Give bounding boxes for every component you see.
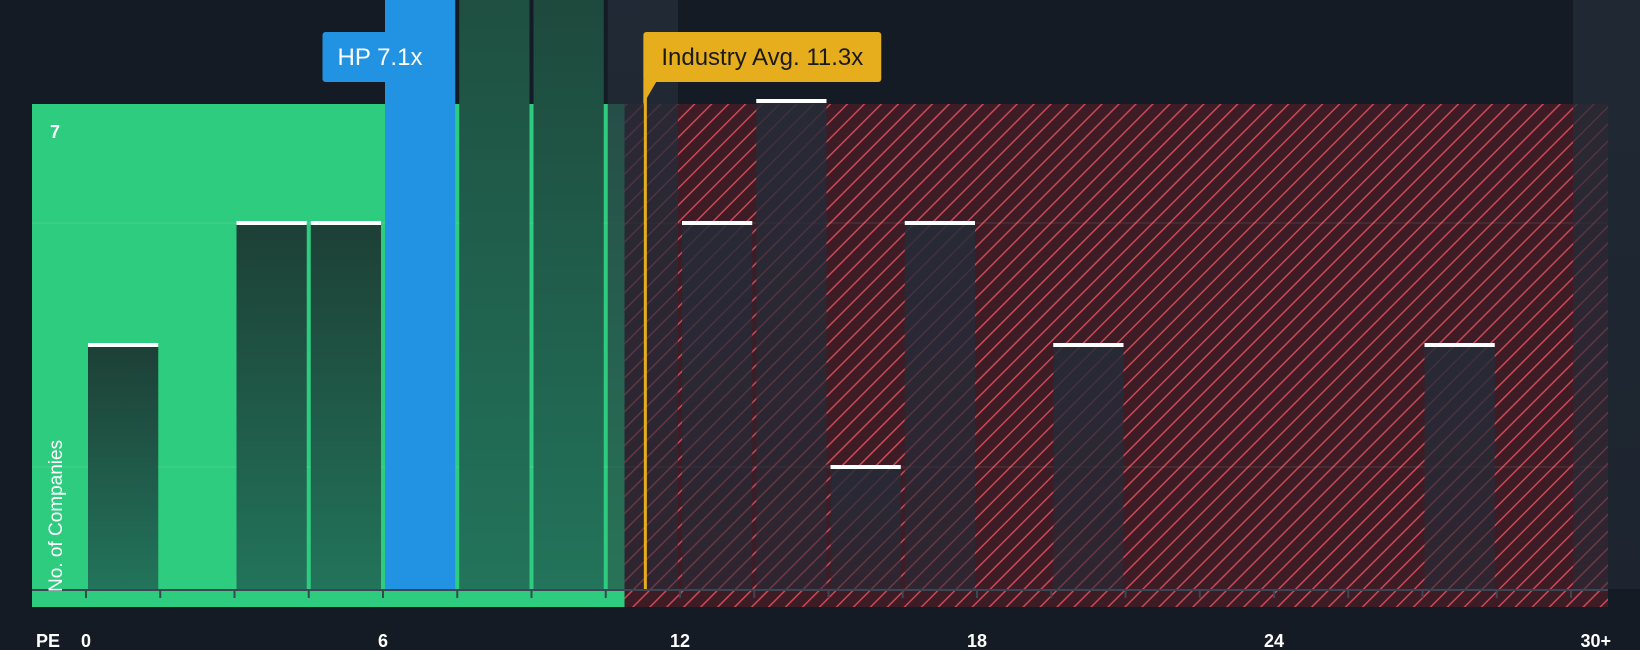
y-tick-label: 7 — [50, 122, 60, 142]
company-label: HP 7.1x — [338, 44, 423, 71]
x-tick-label: 12 — [670, 631, 690, 650]
histogram-bar — [459, 0, 530, 589]
bar-top-cap — [88, 343, 159, 347]
bar-top-cap — [830, 465, 901, 469]
bar-top-cap — [1053, 343, 1124, 347]
histogram-bar — [756, 101, 827, 589]
x-tick-label: 0 — [81, 631, 91, 650]
histogram-bar — [310, 223, 381, 589]
histogram-bar — [1573, 0, 1640, 589]
company-marker: HP 7.1x — [322, 0, 439, 104]
histogram-bar — [1424, 345, 1495, 589]
x-tick-label: 18 — [967, 631, 987, 650]
histogram-bar — [1053, 345, 1124, 589]
histogram-bar — [904, 223, 975, 589]
histogram-bars — [88, 0, 1640, 589]
histogram-bar — [607, 0, 678, 589]
industry-average-marker: Industry Avg. 11.3x — [643, 32, 882, 589]
bar-top-cap — [682, 221, 753, 225]
bar-top-cap — [236, 221, 307, 225]
bar-top-cap — [310, 221, 381, 225]
bar-top-cap — [904, 221, 975, 225]
company-bar — [385, 0, 456, 589]
bar-top-cap — [1424, 343, 1495, 347]
y-axis-label: No. of Companies — [46, 440, 67, 592]
histogram-bar — [533, 0, 604, 589]
histogram-bar — [682, 223, 753, 589]
industry-average-label: Industry Avg. 11.3x — [661, 44, 863, 71]
histogram-bar — [236, 223, 307, 589]
x-axis: 0 6 12 18 24 30+ — [32, 589, 1611, 650]
x-tick-label: 30+ — [1580, 631, 1611, 650]
histogram-bar — [88, 345, 159, 589]
histogram-bar — [830, 467, 901, 589]
bar-top-cap — [756, 99, 827, 103]
x-tick-label: 6 — [378, 631, 388, 650]
x-tick-label: 24 — [1264, 631, 1284, 650]
x-axis-label: PE — [36, 631, 60, 650]
